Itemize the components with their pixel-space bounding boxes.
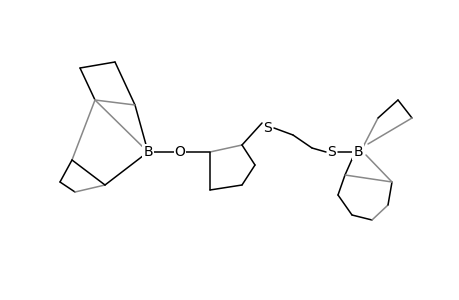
Text: B: B: [353, 145, 362, 159]
Text: B: B: [143, 145, 152, 159]
Text: S: S: [263, 121, 272, 135]
Text: O: O: [174, 145, 185, 159]
Text: S: S: [327, 145, 336, 159]
